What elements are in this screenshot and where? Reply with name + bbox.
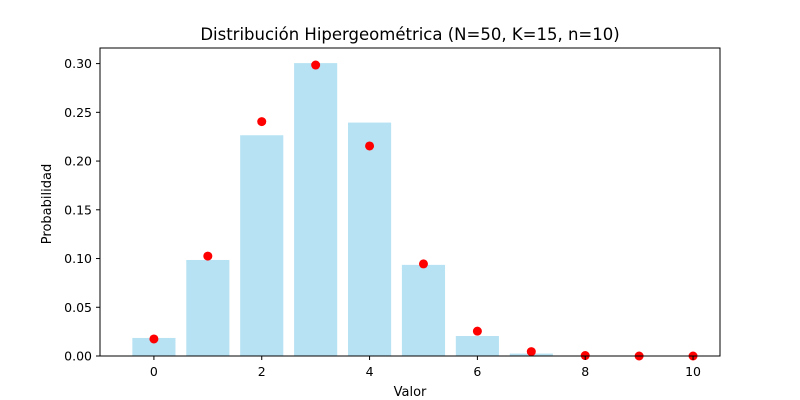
plot-frame	[99, 47, 721, 357]
bars-layer	[132, 63, 607, 356]
y-tick-label-6: 0.30	[64, 56, 92, 71]
bar-4	[348, 122, 392, 356]
bar-2	[240, 135, 284, 356]
point-1	[203, 251, 213, 261]
y-axis-label: Probabilidad	[40, 164, 55, 244]
x-tick-label-10: 10	[685, 364, 701, 379]
y-tick-label-1: 0.05	[64, 300, 92, 315]
y-tick-label-3: 0.15	[64, 202, 92, 217]
bar-5	[401, 264, 446, 356]
point-0	[149, 334, 159, 344]
y-tick-label-2: 0.10	[64, 251, 92, 266]
point-4	[365, 141, 375, 151]
x-axis-label: Valor	[394, 385, 427, 400]
x-tick-label-8: 8	[581, 364, 589, 379]
bar-3	[294, 63, 338, 356]
points-layer	[149, 60, 698, 361]
bar-1	[186, 259, 230, 356]
bar-6	[455, 336, 499, 356]
x-axis: 0 2 4 6 8 10	[150, 356, 701, 379]
x-tick-label-2: 2	[258, 364, 266, 379]
point-6	[472, 326, 482, 336]
point-5	[418, 259, 428, 269]
x-tick-label-4: 4	[366, 364, 374, 379]
y-axis: 0.00 0.05 0.10 0.15 0.20 0.25 0.30	[64, 56, 100, 364]
x-tick-label-0: 0	[150, 364, 158, 379]
x-tick-label-6: 6	[473, 364, 481, 379]
chart-title: Distribución Hipergeométrica (N=50, K=15…	[200, 25, 619, 44]
bar-0	[132, 337, 176, 356]
point-3	[311, 60, 321, 70]
y-tick-label-0: 0.00	[64, 349, 92, 364]
point-2	[257, 117, 267, 127]
point-7	[526, 347, 536, 357]
y-tick-label-4: 0.20	[64, 154, 92, 169]
y-tick-label-5: 0.25	[64, 105, 92, 120]
